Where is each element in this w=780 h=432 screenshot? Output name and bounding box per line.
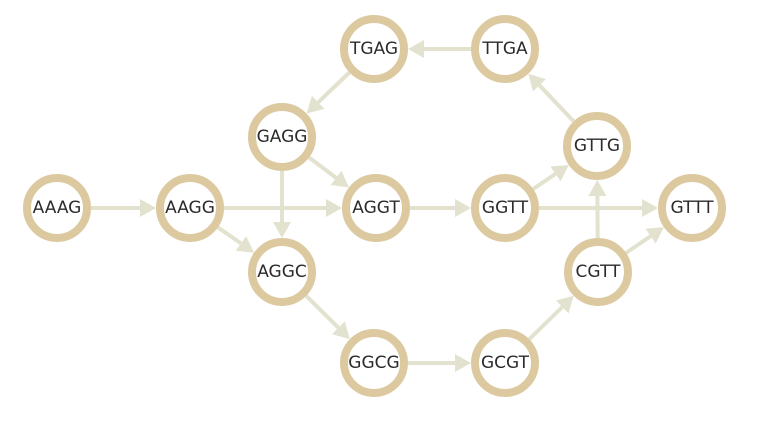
node-aagg: AAGG — [156, 174, 224, 242]
edge-line — [216, 225, 243, 246]
node-circle — [248, 238, 316, 306]
arrowhead-icon — [235, 236, 255, 253]
edges-layer — [91, 40, 664, 372]
arrowhead-icon — [645, 227, 664, 244]
edge-line — [304, 294, 340, 330]
edge-aagg-to-aggc — [216, 225, 255, 253]
node-label: GGCG — [348, 353, 399, 373]
arrowhead-icon — [642, 199, 658, 217]
node-aggt: AGGT — [342, 174, 410, 242]
arrowhead-icon — [455, 354, 471, 372]
node-gttt: GTTT — [658, 174, 726, 242]
node-label: AGGC — [257, 262, 307, 282]
edge-gagg-to-aggc — [273, 171, 291, 238]
edge-tgag-to-gagg — [306, 71, 351, 114]
arrowhead-icon — [330, 170, 349, 188]
edge-line — [537, 83, 576, 123]
node-circle — [471, 329, 539, 397]
edge-aaag-to-aagg — [91, 199, 156, 217]
arrowhead-icon — [588, 180, 607, 197]
arrowhead-icon — [306, 95, 325, 114]
node-label: AAGG — [165, 198, 215, 218]
node-label: AAAG — [33, 198, 82, 218]
node-label: TTGA — [481, 39, 528, 59]
node-circle — [471, 174, 539, 242]
edge-line — [316, 71, 351, 104]
edge-line — [527, 305, 564, 341]
node-label: GAGG — [257, 127, 308, 147]
node-circle — [563, 112, 631, 180]
edge-gcgt-to-cgtt — [527, 295, 574, 341]
node-circle — [564, 238, 632, 306]
node-circle — [23, 174, 91, 242]
edge-aagg-to-aggt — [224, 199, 342, 217]
node-aggc: AGGC — [248, 238, 316, 306]
node-aaag: AAAG — [23, 174, 91, 242]
node-circle — [340, 329, 408, 397]
node-tgag: TGAG — [340, 15, 408, 83]
edge-gagg-to-aggt — [307, 155, 349, 188]
arrowhead-icon — [332, 321, 350, 340]
arrowhead-icon — [550, 165, 569, 182]
node-circle — [658, 174, 726, 242]
node-ttga: TTGA — [471, 15, 539, 83]
edge-ggtt-to-gttt — [539, 199, 658, 217]
arrowhead-icon — [273, 222, 291, 238]
edge-aggc-to-ggcg — [304, 294, 350, 340]
node-circle — [156, 174, 224, 242]
node-label: GTTT — [670, 198, 714, 218]
node-label: GTTG — [574, 136, 620, 156]
edge-gttg-to-ttga — [528, 73, 576, 123]
arrowhead-icon — [528, 73, 546, 92]
arrowhead-icon — [408, 40, 424, 58]
arrowhead-icon — [140, 199, 156, 217]
node-cgtt: CGTT — [564, 238, 632, 306]
node-label: AGGT — [352, 198, 400, 218]
arrowhead-icon — [556, 295, 574, 314]
edge-ttga-to-tgag — [408, 40, 471, 58]
edge-cgtt-to-gttt — [624, 227, 664, 255]
edge-line — [532, 172, 557, 191]
node-ggtt: GGTT — [471, 174, 539, 242]
node-label: TGAG — [349, 39, 398, 59]
node-label: GGTT — [482, 198, 529, 218]
node-ggcg: GGCG — [340, 329, 408, 397]
node-circle — [342, 174, 410, 242]
node-circle — [471, 15, 539, 83]
nodes-layer: AAAG AAGG GAGG AGGC AGGT TGAG TTGA GTTG GGTT GTTT… — [23, 15, 726, 397]
node-circle — [340, 15, 408, 83]
node-gagg: GAGG — [248, 103, 316, 171]
arrowhead-icon — [326, 199, 342, 217]
edge-line — [307, 155, 338, 180]
edge-line — [624, 234, 652, 255]
node-gcgt: GCGT — [471, 329, 539, 397]
node-circle — [248, 103, 316, 171]
edge-ggtt-to-gttg — [532, 165, 569, 191]
arrowhead-icon — [455, 199, 471, 217]
node-label: GCGT — [481, 353, 530, 373]
edge-cgtt-to-gttg — [588, 180, 607, 239]
edge-ggcg-to-gcgt — [408, 354, 471, 372]
edge-aggt-to-ggtt — [410, 199, 471, 217]
node-label: CGTT — [576, 262, 622, 282]
node-gttg: GTTG — [563, 112, 631, 180]
